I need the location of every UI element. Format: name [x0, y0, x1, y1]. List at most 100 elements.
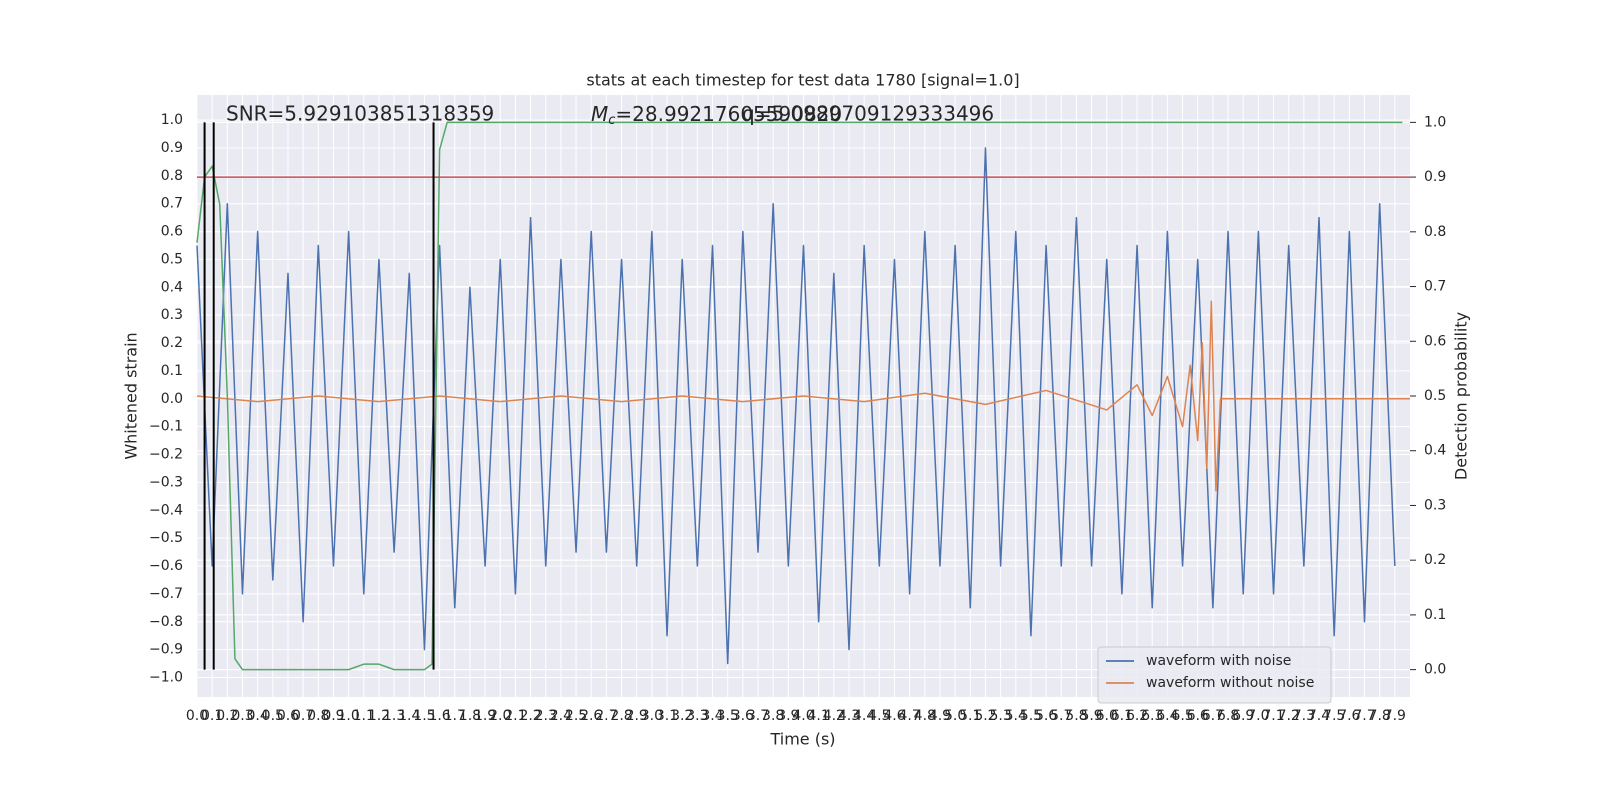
x-tick-label: 0.3 [231, 708, 253, 724]
y-tick-label: −1.0 [149, 669, 183, 685]
annotation-symbol: M [591, 102, 608, 126]
y-tick-label: 0.7 [161, 196, 183, 212]
series-line [196, 147, 1396, 665]
x-tick-label: 1.3 [383, 708, 405, 724]
x-tick-label: 5.0 [944, 708, 966, 724]
x-tick-label: 5.5 [1020, 708, 1042, 724]
x-tick-label: 1.4 [398, 708, 420, 724]
x-tick-label: 2.0 [489, 708, 511, 724]
annotation: SNR=5.929103851318359 [226, 102, 494, 126]
y-tick-label: 0.2 [161, 335, 183, 351]
annotation: q=5.0989709129333496 [742, 102, 994, 126]
x-tick-label: 7.1 [1262, 708, 1284, 724]
x-tick-label: 0.9 [322, 708, 344, 724]
x-tick-label: 5.1 [959, 708, 981, 724]
y-tick-label: 1.0 [161, 112, 183, 128]
y-tick-label: −0.5 [149, 530, 183, 546]
x-tick-label: 0.5 [262, 708, 284, 724]
x-tick-label: 4.4 [853, 708, 875, 724]
y2-axis-label: Detection probability [1452, 312, 1471, 480]
x-tick-label: 1.2 [368, 708, 390, 724]
x-tick-label: 0.4 [247, 708, 269, 724]
y-tick-label: −0.7 [149, 586, 183, 602]
legend-box [1097, 646, 1332, 704]
x-tick-label: 3.4 [701, 708, 723, 724]
x-tick-label: 6.9 [1232, 708, 1254, 724]
y-tick-label: −0.4 [149, 502, 183, 518]
y-tick-label: 0.1 [161, 363, 183, 379]
legend-label: waveform with noise [1146, 653, 1291, 669]
x-tick-label: 5.3 [989, 708, 1011, 724]
x-tick-label: 6.4 [1156, 708, 1178, 724]
x-tick-label: 3.0 [641, 708, 663, 724]
x-tick-label: 5.6 [1035, 708, 1057, 724]
y-tick-label: 0.4 [161, 279, 183, 295]
x-axis-label: Time (s) [769, 730, 835, 749]
x-tick-label: 7.9 [1384, 708, 1406, 724]
x-tick-label: 5.7 [1050, 708, 1072, 724]
x-tick-label: 2.6 [580, 708, 602, 724]
x-tick-label: 0.1 [201, 708, 223, 724]
x-tick-label: 6.1 [1111, 708, 1133, 724]
x-tick-label: 6.5 [1171, 708, 1193, 724]
x-tick-label: 3.6 [732, 708, 754, 724]
x-tick-label: 2.4 [550, 708, 572, 724]
x-tick-label: 6.0 [1096, 708, 1118, 724]
x-tick-label: 6.6 [1187, 708, 1209, 724]
x-tick-label: 2.5 [565, 708, 587, 724]
x-tick-label: 6.7 [1202, 708, 1224, 724]
y-tick-label: −0.8 [149, 614, 183, 630]
labels: 0.00.10.20.30.40.50.60.70.80.91.01.11.21… [149, 112, 1446, 724]
x-tick-label: 1.0 [337, 708, 359, 724]
x-tick-label: 1.7 [444, 708, 466, 724]
y2-tick-label: 0.2 [1424, 552, 1446, 568]
x-tick-label: 4.8 [914, 708, 936, 724]
x-tick-label: 7.2 [1278, 708, 1300, 724]
y2-tick-label: 0.8 [1424, 224, 1446, 240]
marks [196, 121, 1410, 671]
x-tick-label: 7.0 [1247, 708, 1269, 724]
x-tick-label: 2.1 [504, 708, 526, 724]
y2-tick-label: 0.4 [1424, 443, 1446, 459]
x-tick-label: 7.7 [1353, 708, 1375, 724]
x-tick-label: 4.0 [792, 708, 814, 724]
x-tick-label: 3.1 [656, 708, 678, 724]
x-tick-label: 1.5 [413, 708, 435, 724]
y2-tick-label: 0.6 [1424, 333, 1446, 349]
y2-tick-label: 0.1 [1424, 607, 1446, 623]
y2-tick-label: 0.0 [1424, 662, 1446, 678]
x-tick-label: 3.5 [717, 708, 739, 724]
x-tick-label: 2.2 [519, 708, 541, 724]
x-tick-label: 4.1 [808, 708, 830, 724]
y-tick-label: −0.2 [149, 447, 183, 463]
legend: waveform with noise waveform without nois… [1097, 646, 1332, 704]
y2-tick-label: 0.7 [1424, 279, 1446, 295]
series-line [196, 121, 1403, 671]
y-tick-label: −0.6 [149, 558, 183, 574]
x-tick-label: 3.9 [777, 708, 799, 724]
annotation: Mc=28.99217605590820 [591, 102, 842, 128]
x-tick-label: 4.2 [823, 708, 845, 724]
y2-tick-label: 0.9 [1424, 169, 1446, 185]
x-tick-label: 2.9 [626, 708, 648, 724]
y-axis-label: Whitened strain [122, 332, 141, 459]
chart-title: stats at each timestep for test data 178… [586, 71, 1019, 90]
x-tick-label: 4.9 [929, 708, 951, 724]
series-line [196, 300, 1410, 492]
x-tick-label: 1.8 [459, 708, 481, 724]
x-tick-label: 0.6 [277, 708, 299, 724]
x-tick-label: 6.2 [1126, 708, 1148, 724]
y2-tick-label: 0.5 [1424, 388, 1446, 404]
x-tick-label: 1.1 [353, 708, 375, 724]
annotation-subscript: c [608, 113, 615, 128]
y-tick-label: 0.6 [161, 224, 183, 240]
x-tick-label: 5.9 [1080, 708, 1102, 724]
y-tick-label: 0.8 [161, 168, 183, 184]
y-tick-label: −0.3 [149, 474, 183, 490]
x-tick-label: 4.3 [838, 708, 860, 724]
y-tick-label: −0.1 [149, 419, 183, 435]
y-tick-label: −0.9 [149, 642, 183, 658]
x-tick-label: 5.8 [1065, 708, 1087, 724]
